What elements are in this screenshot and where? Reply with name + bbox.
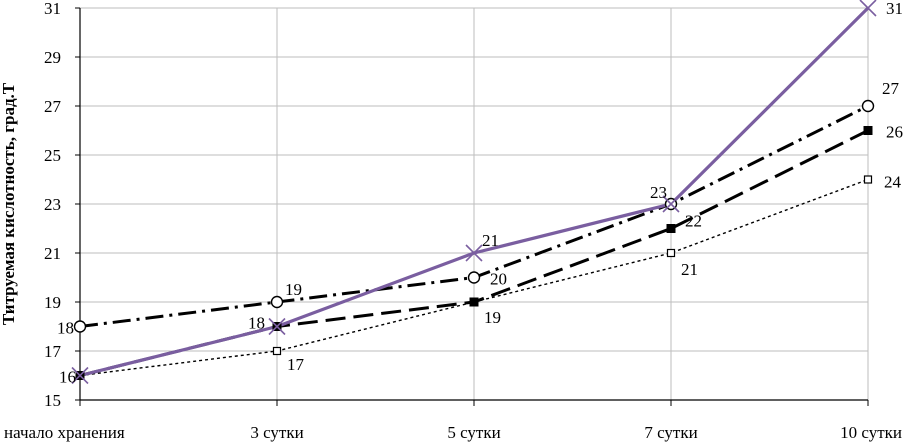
- y-tick-label-15: 15: [44, 391, 61, 410]
- marker-s0-p4: [863, 175, 873, 184]
- marker-s3-p1: [268, 317, 286, 336]
- marker-s3-p3: [662, 195, 680, 213]
- y-axis-label: Титруемая кислотность, град.Т: [0, 82, 18, 325]
- marker-s3-p4: [859, 0, 877, 17]
- data-label-s0-p2: 19: [484, 308, 501, 327]
- data-label-s3-p1: 18: [248, 314, 265, 333]
- axes: [75, 7, 869, 406]
- y-tick-label-23: 23: [44, 195, 61, 214]
- x-tick-labels: начало хранения 3 сутки 5 сутки 7 сутки 10 с…: [4, 423, 902, 442]
- marker-s3-p4-b: [859, 0, 877, 17]
- x-tick-label-1: 3 сутки: [250, 423, 303, 442]
- marker-s0-p1: [272, 346, 282, 356]
- data-label-s1-p3: 22: [685, 212, 702, 231]
- marker-s1-p3: [666, 224, 676, 233]
- marker-s2-p2: [467, 271, 481, 284]
- data-label-s2-p1: 19: [285, 280, 302, 299]
- marker-s1-p2: [469, 297, 479, 307]
- x-tick-label-0: начало хранения: [4, 423, 125, 442]
- y-tick-label-17: 17: [44, 342, 62, 361]
- marker-s3-p2: [465, 244, 483, 262]
- y-tick-label-19: 19: [44, 293, 61, 312]
- data-label-s3-p2: 21: [482, 231, 499, 250]
- marker-s2-p4: [861, 99, 875, 113]
- data-labels: 17 19 21 24 22 26 18 19 20 27 16 18 21 23 31: [57, 0, 903, 387]
- data-label-s0-p4: 24: [884, 173, 902, 192]
- marker-s3-p3-b: [662, 195, 680, 213]
- y-tick-label-31: 31: [44, 0, 61, 18]
- y-tick-label-27: 27: [44, 97, 62, 116]
- y-tick-label-21: 21: [44, 244, 61, 263]
- data-label-s3-p3: 23: [650, 183, 667, 202]
- series-markers: [71, 0, 877, 385]
- x-tick-label-2: 5 сутки: [447, 423, 500, 442]
- marker-s1-p4: [863, 126, 873, 135]
- data-label-s0-p3: 21: [681, 260, 698, 279]
- y-tick-label-25: 25: [44, 146, 61, 165]
- data-label-s1-p4: 26: [886, 123, 903, 142]
- marker-s3-p0: [71, 366, 89, 385]
- marker-s3-p0-b: [71, 366, 89, 385]
- data-label-s0-p1: 17: [287, 355, 305, 374]
- grid-lines: [80, 7, 869, 401]
- data-label-s2-p4: 27: [882, 79, 900, 98]
- x-tick-label-4: 10 сутки: [840, 423, 902, 442]
- series-line-0: [79, 178, 869, 377]
- data-label-s3-p0: 16: [59, 368, 76, 387]
- y-tick-labels: 15 17 19 21 23 25 27 29 31: [44, 0, 62, 410]
- marker-s3-p1-b: [268, 317, 286, 336]
- marker-s3-p2-b: [465, 244, 483, 262]
- data-label-s2-p2: 20: [490, 270, 507, 289]
- y-tick-label-29: 29: [44, 48, 61, 67]
- marker-s2-p1: [270, 295, 284, 309]
- marker-s2-p0: [73, 320, 87, 333]
- data-label-s3-p4: 31: [886, 0, 903, 18]
- marker-s0-p3: [666, 248, 676, 258]
- x-tick-label-3: 7 сутки: [644, 423, 697, 442]
- data-label-s2-p0: 18: [57, 319, 74, 338]
